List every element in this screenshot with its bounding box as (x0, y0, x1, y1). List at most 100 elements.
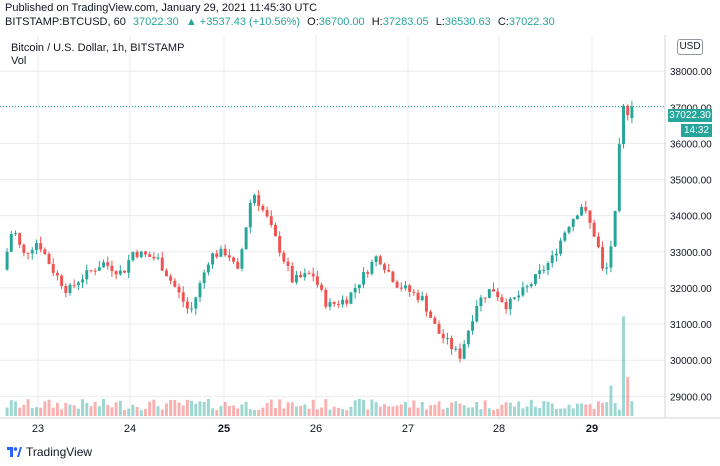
candle-body (362, 272, 365, 285)
candle-body (253, 195, 256, 203)
volume-bar (190, 400, 194, 416)
candle-body (9, 233, 13, 252)
candle-body (265, 210, 269, 217)
last-value: 37022.30 (132, 16, 179, 28)
candle-body (206, 264, 210, 273)
time-tick-label: 24 (124, 423, 136, 435)
volume-bar (517, 401, 521, 416)
volume-bar (454, 401, 458, 416)
volume-bar (164, 403, 168, 416)
volume-bar (51, 407, 55, 416)
candle-body (387, 269, 391, 272)
volume-bar (374, 402, 378, 416)
volume-bar (76, 408, 80, 416)
volume-bar (110, 407, 114, 416)
volume-bar (412, 400, 416, 416)
volume-bar (26, 399, 30, 416)
candle-body (248, 202, 252, 228)
volume-bar (424, 409, 428, 416)
candle-body (437, 323, 441, 334)
candle-body (227, 255, 231, 258)
candle-body (345, 299, 349, 304)
volume-bar (144, 409, 147, 416)
candle-body (622, 105, 625, 145)
candle-body (458, 348, 462, 359)
candle-body (617, 144, 621, 211)
candle-body (68, 284, 72, 293)
volume-bar (403, 401, 407, 416)
volume-bar (592, 408, 596, 416)
price-tick-label: 38000.00 (670, 67, 712, 78)
candle-body (479, 297, 483, 307)
volume-bar (211, 408, 215, 416)
candle-body (102, 262, 106, 268)
volume-bar (253, 409, 256, 416)
symbol-label: BITSTAMP:BTCUSD, 60 (5, 16, 126, 28)
volume-bar (601, 402, 605, 416)
candle-body (412, 291, 416, 293)
candle-body (584, 207, 588, 211)
volume-bar (97, 406, 101, 416)
candle-body (106, 262, 110, 266)
currency-button[interactable]: USD (677, 39, 703, 55)
volume-bar (395, 405, 399, 416)
candle-body (152, 256, 156, 259)
candle-body (85, 270, 89, 280)
volume-bar (533, 406, 537, 416)
candle-body (286, 261, 290, 266)
volume-bar (236, 408, 240, 416)
low-label: L: (435, 16, 445, 28)
candle-body (487, 289, 491, 299)
volume-bar (81, 399, 85, 416)
volume-bar (324, 399, 328, 416)
candle-body (18, 233, 22, 245)
volume-bar (504, 402, 508, 416)
volume-bar (177, 402, 181, 416)
candle-body (131, 251, 135, 261)
candle-body (307, 273, 311, 275)
volume-bar (336, 407, 340, 416)
volume-bar (546, 401, 550, 416)
volume-bar (160, 409, 164, 416)
volume-bar (617, 409, 621, 416)
volume-bar (416, 407, 420, 416)
candle-body (303, 273, 307, 278)
candle-body (127, 260, 131, 273)
volume-bar (349, 406, 353, 416)
candle-body (320, 284, 324, 290)
volume-bar (206, 399, 210, 416)
volume-bar (89, 406, 93, 416)
candle-body (466, 330, 470, 345)
candle-body (135, 251, 139, 258)
volume-bar (14, 401, 17, 416)
volume-bar (34, 407, 38, 416)
candle-body (164, 270, 168, 277)
volume-bar (429, 405, 433, 416)
volume-bar (622, 316, 625, 416)
candle-body (269, 216, 273, 225)
volume-bar (630, 401, 634, 416)
volume-bar (458, 403, 462, 416)
candle-body (508, 298, 512, 310)
candle-body (144, 251, 147, 255)
price-axis: 29000.00 30000.00 31000.00 32000.00 33000.00… (670, 67, 712, 403)
candle-body (72, 284, 76, 286)
candle-body (282, 252, 286, 262)
volume-bar (64, 402, 68, 416)
volume-bar (43, 401, 47, 416)
volume-bar (357, 398, 361, 416)
candle-body (596, 236, 600, 248)
publish-info: Published on TradingView.com, January 29… (5, 2, 318, 14)
volume-bar (492, 410, 495, 416)
volume-bar (445, 407, 449, 416)
tradingview-footer[interactable]: TradingView (6, 445, 92, 459)
candle-body (173, 280, 177, 287)
time-tick-label: 26 (310, 423, 322, 435)
candle-body (445, 337, 449, 339)
volume-bar (391, 406, 395, 416)
volume-bar (370, 399, 374, 416)
volume-bar (185, 399, 189, 416)
volume-bar (538, 407, 542, 416)
volume-bar (68, 404, 72, 416)
